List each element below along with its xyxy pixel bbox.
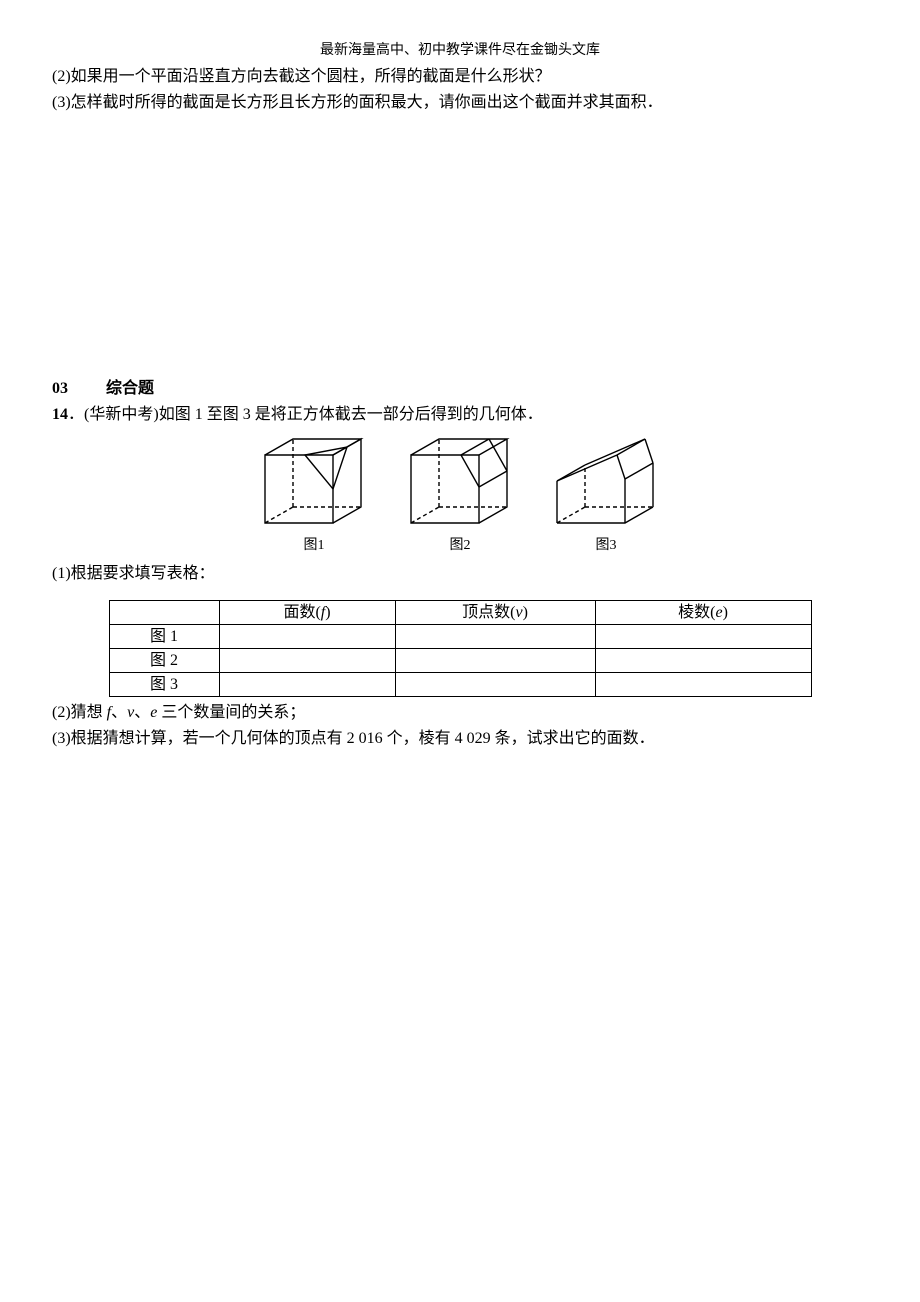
q14-table: 面数(f) 顶点数(v) 棱数(e) 图 1 图 2 图 3: [109, 600, 812, 697]
q14-stem: 14．(华新中考)如图 1 至图 3 是将正方体截去一部分后得到的几何体．: [52, 403, 868, 427]
prev-q-line3: (3)怎样截时所得的截面是长方形且长方形的面积最大，请你画出这个截面并求其面积．: [52, 91, 868, 115]
row2-f: [219, 649, 395, 673]
q14-stem-text: 如图 1 至图 3 是将正方体截去一部分后得到的几何体．: [159, 406, 543, 423]
th-edges-var: e: [715, 604, 722, 621]
section-title: 综合题: [106, 380, 154, 397]
th-verts-pre: 顶点数(: [462, 604, 515, 621]
q14-part3: (3)根据猜想计算，若一个几何体的顶点有 2 016 个，棱有 4 029 条，…: [52, 727, 868, 751]
figure-2-svg: [401, 433, 519, 533]
q14-part2-post: 三个数量间的关系；: [157, 704, 305, 721]
q14-number: 14: [52, 406, 68, 423]
row1-label: 图 1: [109, 625, 219, 649]
row3-e: [595, 673, 811, 697]
figure-3-caption: 图3: [596, 535, 617, 556]
row3-f: [219, 673, 395, 697]
row1-e: [595, 625, 811, 649]
table-row: 面数(f) 顶点数(v) 棱数(e): [109, 601, 811, 625]
sep1: 、: [111, 704, 127, 721]
table-row: 图 2: [109, 649, 811, 673]
figure-1: 图1: [255, 433, 373, 556]
blank-work-area: [52, 117, 868, 377]
figures-row: 图1 图2: [52, 433, 868, 556]
th-verts-var: v: [515, 604, 522, 621]
row3-label: 图 3: [109, 673, 219, 697]
q14-source: 华新中考: [89, 406, 153, 423]
sep2: 、: [134, 704, 150, 721]
th-faces-post: ): [325, 604, 330, 621]
row2-e: [595, 649, 811, 673]
row2-label: 图 2: [109, 649, 219, 673]
th-edges-pre: 棱数(: [678, 604, 715, 621]
figure-2-caption: 图2: [450, 535, 471, 556]
th-edges: 棱数(e): [595, 601, 811, 625]
q14-part2: (2)猜想 f、v、e 三个数量间的关系；: [52, 701, 868, 725]
section-heading: 03 综合题: [52, 377, 868, 401]
figure-3-svg: [547, 433, 665, 533]
row1-v: [395, 625, 595, 649]
table-row: 图 3: [109, 673, 811, 697]
page-header: 最新海量高中、初中教学课件尽在金锄头文库: [52, 40, 868, 61]
q14-dot: ．: [68, 406, 84, 423]
figure-2: 图2: [401, 433, 519, 556]
figure-1-svg: [255, 433, 373, 533]
q14-table-wrap: 面数(f) 顶点数(v) 棱数(e) 图 1 图 2 图 3: [52, 600, 868, 697]
th-blank: [109, 601, 219, 625]
row1-f: [219, 625, 395, 649]
th-verts-post: ): [523, 604, 528, 621]
th-faces: 面数(f): [219, 601, 395, 625]
table-row: 图 1: [109, 625, 811, 649]
figure-3: 图3: [547, 433, 665, 556]
q14-part2-pre: (2)猜想: [52, 704, 107, 721]
figure-1-caption: 图1: [304, 535, 325, 556]
th-vertices: 顶点数(v): [395, 601, 595, 625]
row3-v: [395, 673, 595, 697]
prev-q-line2: (2)如果用一个平面沿竖直方向去截这个圆柱，所得的截面是什么形状？: [52, 65, 868, 89]
th-edges-post: ): [723, 604, 728, 621]
th-faces-pre: 面数(: [283, 604, 320, 621]
row2-v: [395, 649, 595, 673]
q14-part1-lead: (1)根据要求填写表格：: [52, 562, 868, 586]
section-number: 03: [52, 377, 102, 401]
